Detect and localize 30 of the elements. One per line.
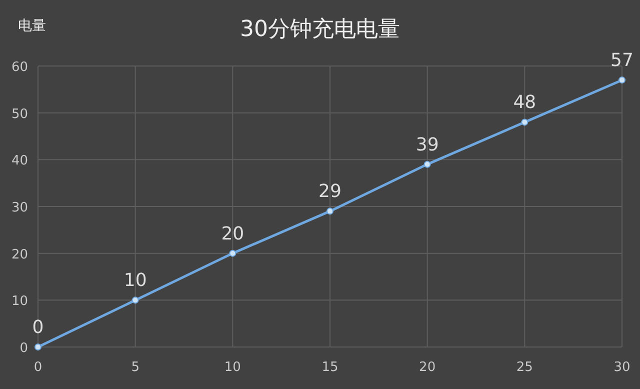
- x-tick-label: 30: [614, 360, 630, 375]
- data-label: 39: [416, 134, 439, 156]
- x-tick-label: 25: [516, 360, 533, 375]
- x-tick-label: 5: [131, 360, 140, 375]
- data-label: 48: [513, 92, 536, 114]
- point: [424, 160, 431, 168]
- data-label: 57: [610, 50, 634, 72]
- y-tick-label: 40: [11, 154, 28, 169]
- x-tick-label: 20: [419, 360, 436, 375]
- x-tick-label: 0: [34, 360, 42, 375]
- data-label: 20: [221, 223, 244, 244]
- y-tick-label: 0: [20, 341, 28, 356]
- x-tick-label: 15: [322, 360, 338, 375]
- point: [132, 296, 139, 304]
- point: [326, 208, 334, 215]
- y-tick-label: 20: [11, 247, 28, 262]
- point: [521, 118, 528, 126]
- y-tick-label: 60: [11, 60, 28, 75]
- data-label: 10: [124, 270, 147, 292]
- point: [34, 344, 42, 350]
- chart-title: 30分钟充电电量: [240, 17, 400, 42]
- y-tick-label: 30: [11, 200, 28, 216]
- x-tick-label: 10: [224, 360, 241, 375]
- point: [229, 250, 236, 257]
- data-label: 29: [318, 181, 342, 202]
- point: [618, 76, 626, 84]
- y-tick-label: 10: [11, 294, 28, 310]
- data-label: 0: [32, 317, 44, 338]
- y-tick-label: 50: [11, 106, 28, 122]
- y-axis-title: 电量: [18, 18, 46, 34]
